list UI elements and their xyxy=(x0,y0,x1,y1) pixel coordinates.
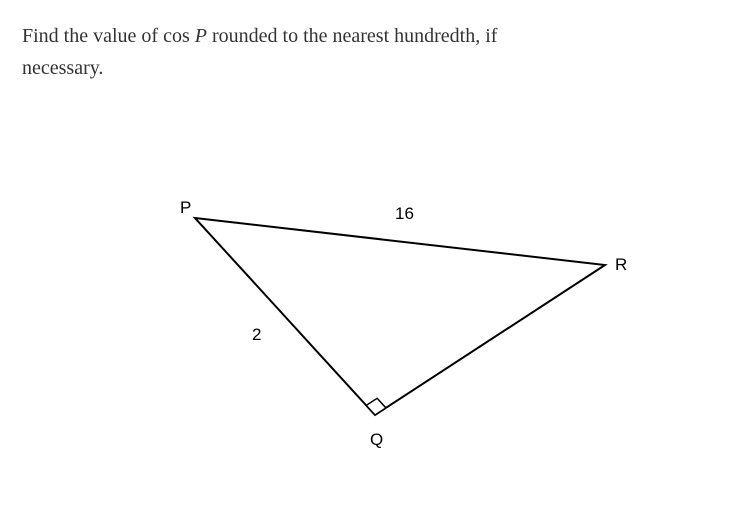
question-text: Find the value of cos P rounded to the n… xyxy=(22,20,721,84)
triangle-polygon xyxy=(195,218,605,415)
triangle-svg xyxy=(150,190,650,480)
side-label-pr: 16 xyxy=(395,204,414,224)
question-line1-suffix: rounded to the nearest hundredth, if xyxy=(207,25,497,47)
right-angle-marker xyxy=(366,398,386,415)
question-line2: necessary. xyxy=(22,57,103,79)
question-variable: P xyxy=(195,25,207,47)
triangle-diagram: P R Q 16 2 xyxy=(150,190,650,490)
side-label-pq: 2 xyxy=(252,325,261,345)
vertex-label-q: Q xyxy=(370,430,383,450)
vertex-label-p: P xyxy=(180,198,191,218)
vertex-label-r: R xyxy=(615,255,627,275)
question-line1-prefix: Find the value of cos xyxy=(22,25,195,47)
